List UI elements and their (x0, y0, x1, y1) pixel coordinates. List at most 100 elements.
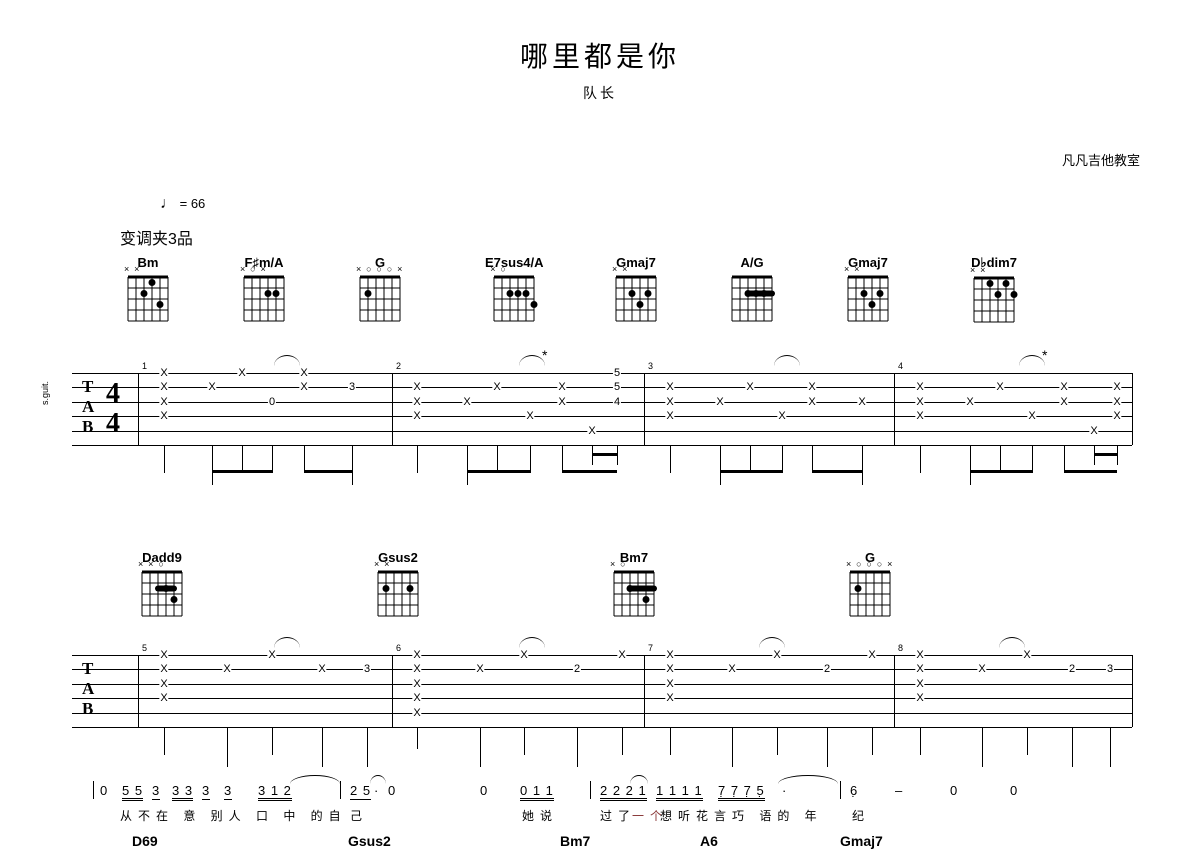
tab-note: X (1059, 381, 1068, 393)
tab-note: X (237, 367, 246, 379)
barline (138, 655, 139, 727)
bar-number: 3 (648, 361, 653, 371)
chord-label: Bm7 (560, 833, 590, 849)
lyric-text: 从不在 意 别人 口 中 的自 (120, 807, 347, 824)
tab-note: X (412, 707, 421, 719)
tab-note: X (412, 649, 421, 661)
numbered-notation: 2 5 (350, 783, 371, 798)
note-stem (720, 445, 721, 485)
numbered-notation: 0 (388, 783, 396, 798)
tab-note: X (915, 678, 924, 690)
beam (467, 470, 530, 473)
numbered-notation: 3 (224, 783, 232, 798)
tab-note: X (727, 663, 736, 675)
tab-note: X (207, 381, 216, 393)
bar-number: 5 (142, 643, 147, 653)
tab-note: X (412, 678, 421, 690)
tab-note: X (519, 649, 528, 661)
note-stem (480, 727, 481, 767)
instrument-label: s.guit. (40, 381, 50, 405)
chord-label: D69 (132, 833, 158, 849)
bar-number: 8 (898, 643, 903, 653)
chord-diagram: Bm7 × ○ (609, 550, 659, 624)
tempo-marking: ♩ = 66 (160, 195, 205, 213)
bar-number: 1 (142, 361, 147, 371)
tab-note: 0 (268, 396, 276, 408)
chord-diagram: A/G (727, 255, 777, 329)
chord-diagram: F♯m/A × ○ × (239, 255, 289, 329)
tab-note: X (867, 649, 876, 661)
note-stem (164, 445, 165, 473)
tab-note: X (915, 396, 924, 408)
tab-note: X (665, 410, 674, 422)
song-title: 哪里都是你 (0, 35, 1200, 75)
beam (562, 470, 617, 473)
note-stem (827, 727, 828, 767)
numbered-notation: 5 5 (122, 783, 143, 798)
tab-note: 2 (1068, 663, 1076, 675)
numbered-notation: · (782, 783, 787, 798)
tab-note: X (159, 381, 168, 393)
tab-staff: TAB 44 1234XXXXXX0XX3XXXXXXXXX554XXXXXXX… (72, 373, 1132, 445)
numbered-notation: 3 (202, 783, 210, 798)
note-stem (670, 727, 671, 755)
beam (212, 470, 272, 473)
tab-note: 2 (573, 663, 581, 675)
tab-note: X (915, 649, 924, 661)
chord-name: A/G (727, 255, 777, 270)
tab-note: 5 (613, 367, 621, 379)
note-stem (562, 445, 563, 473)
beam (720, 470, 782, 473)
barline (392, 655, 393, 727)
tab-note: X (159, 649, 168, 661)
beam (304, 470, 352, 473)
note-stem (497, 445, 498, 473)
note-stem (467, 445, 468, 485)
note-stem (970, 445, 971, 485)
chord-diagram: Gsus2 × × (373, 550, 423, 624)
tie-mark (274, 355, 300, 366)
chord-label: Gsus2 (348, 833, 391, 849)
tab-note: X (665, 649, 674, 661)
barline (392, 373, 393, 445)
note-stem (577, 727, 578, 767)
tab-note: X (665, 663, 674, 675)
barline (644, 655, 645, 727)
note-stem (304, 445, 305, 473)
note-stem (1064, 445, 1065, 473)
tab-staff: TAB 5678XXXXXXX3XXXXXXX2XXXXXXX2XXXXXXX2… (72, 655, 1132, 727)
lyric-text: 己 (350, 807, 368, 824)
tab-note: X (857, 396, 866, 408)
numbered-notation: 6̣ (850, 783, 858, 798)
barline (1132, 373, 1133, 445)
numbered-notation: 0 (480, 783, 488, 798)
numbered-notation: 0 (100, 783, 108, 798)
tab-note: X (807, 381, 816, 393)
numbered-notation: 0 (950, 783, 958, 798)
tab-note: 3 (363, 663, 371, 675)
tab-note: 3 (1106, 663, 1114, 675)
tab-note: X (1112, 381, 1121, 393)
tab-clef: TAB (82, 657, 94, 721)
bar-number: 4 (898, 361, 903, 371)
tab-note: X (299, 367, 308, 379)
tab-note: X (665, 678, 674, 690)
note-stem (1027, 727, 1028, 755)
barline (138, 373, 139, 445)
note-stem (777, 727, 778, 755)
tab-note: X (492, 381, 501, 393)
tab-note: X (412, 410, 421, 422)
tab-note: X (462, 396, 471, 408)
asterisk-mark: * (1042, 347, 1047, 363)
tab-note: X (1027, 410, 1036, 422)
tab-note: X (772, 649, 781, 661)
artist-name: 队长 (0, 83, 1200, 103)
note-stem (272, 445, 273, 473)
tab-note: X (475, 663, 484, 675)
credit-text: 凡凡吉他教室 (1062, 150, 1140, 169)
note-stem (617, 445, 618, 465)
tab-note: 3 (348, 381, 356, 393)
chord-diagram: E7sus4/A × ○ (485, 255, 544, 329)
note-stem (782, 445, 783, 473)
bar-number: 6 (396, 643, 401, 653)
